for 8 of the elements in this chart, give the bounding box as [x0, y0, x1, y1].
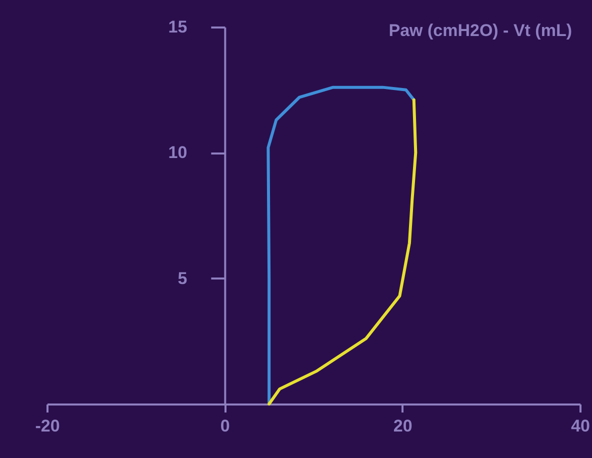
x-tick-label: -20	[35, 416, 60, 436]
y-tick-label: 5	[178, 268, 188, 288]
y-tick-label: 10	[168, 143, 188, 162]
y-tick-label: 15	[168, 18, 188, 36]
x-tick-label: 20	[393, 416, 412, 436]
chart-title: Paw (cmH2O) - Vt (mL)	[388, 21, 572, 40]
x-tick-label: 40	[571, 416, 590, 436]
x-tick-label: 0	[220, 416, 230, 436]
